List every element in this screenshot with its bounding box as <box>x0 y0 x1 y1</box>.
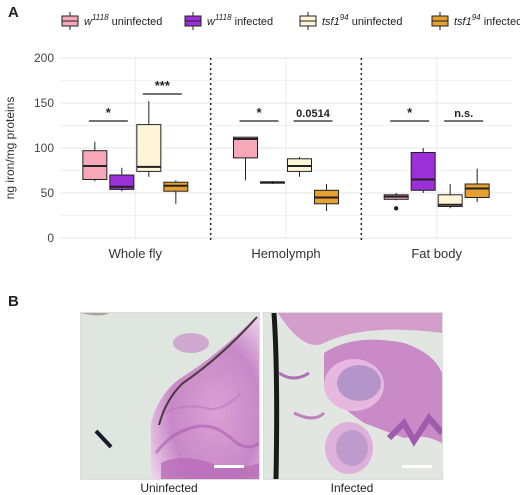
box-body <box>136 124 162 172</box>
legend-item: tsf194 infected <box>431 12 520 30</box>
significance-label: * <box>256 105 262 120</box>
legend-item: w1118 uninfected <box>61 12 162 30</box>
micrograph-infected <box>263 312 443 480</box>
y-tick-label: 50 <box>41 186 55 200</box>
panel-a-label: A <box>8 4 19 21</box>
infected-tissue-image <box>264 313 442 479</box>
panel-b-label: B <box>8 293 19 310</box>
box-body <box>233 136 258 159</box>
x-tick-label: Hemolymph <box>251 246 320 261</box>
significance-label: * <box>407 105 413 120</box>
y-tick-label: 100 <box>34 141 54 155</box>
box <box>410 148 436 193</box>
scale-bar <box>402 465 432 468</box>
legend-label: tsf194 uninfected <box>322 13 402 28</box>
legend-label: w1118 infected <box>207 13 273 28</box>
box-body <box>464 183 490 198</box>
box <box>464 168 490 202</box>
scale-bar <box>214 465 244 468</box>
box <box>383 193 409 211</box>
x-tick-label: Fat body <box>411 246 462 261</box>
box-plot-chart: w1118 uninfected w1118 infected tsf194 uni… <box>3 12 520 261</box>
y-tick-label: 150 <box>34 96 54 110</box>
legend-label: tsf194 infected <box>454 13 520 28</box>
significance-label: * <box>106 105 112 120</box>
x-tick-label: Whole fly <box>109 246 163 261</box>
box <box>437 184 463 209</box>
y-axis-label: ng iron/mg proteins <box>3 97 17 200</box>
box <box>136 101 162 177</box>
outlier-point <box>393 206 399 211</box>
box <box>233 136 258 181</box>
box <box>163 180 189 204</box>
uninfected-tissue-image <box>81 313 259 479</box>
box-body <box>437 194 463 208</box>
y-tick-label: 0 <box>47 231 54 245</box>
box <box>314 184 339 211</box>
micrograph-uninfected <box>80 312 260 480</box>
box <box>82 141 108 182</box>
box-body <box>410 152 436 191</box>
significance-label: 0.0514 <box>296 108 331 120</box>
box <box>109 167 135 192</box>
caption-infected: Infected <box>330 481 374 495</box>
y-tick-label: 200 <box>34 51 54 65</box>
legend-item: w1118 infected <box>184 12 273 30</box>
box <box>260 181 285 184</box>
box <box>287 157 312 177</box>
legend-item: tsf194 uninfected <box>299 12 402 30</box>
caption-uninfected: Uninfected <box>140 481 198 495</box>
significance-label: n.s. <box>454 108 473 120</box>
legend-label: w1118 uninfected <box>84 13 162 28</box>
significance-label: *** <box>155 78 171 93</box>
